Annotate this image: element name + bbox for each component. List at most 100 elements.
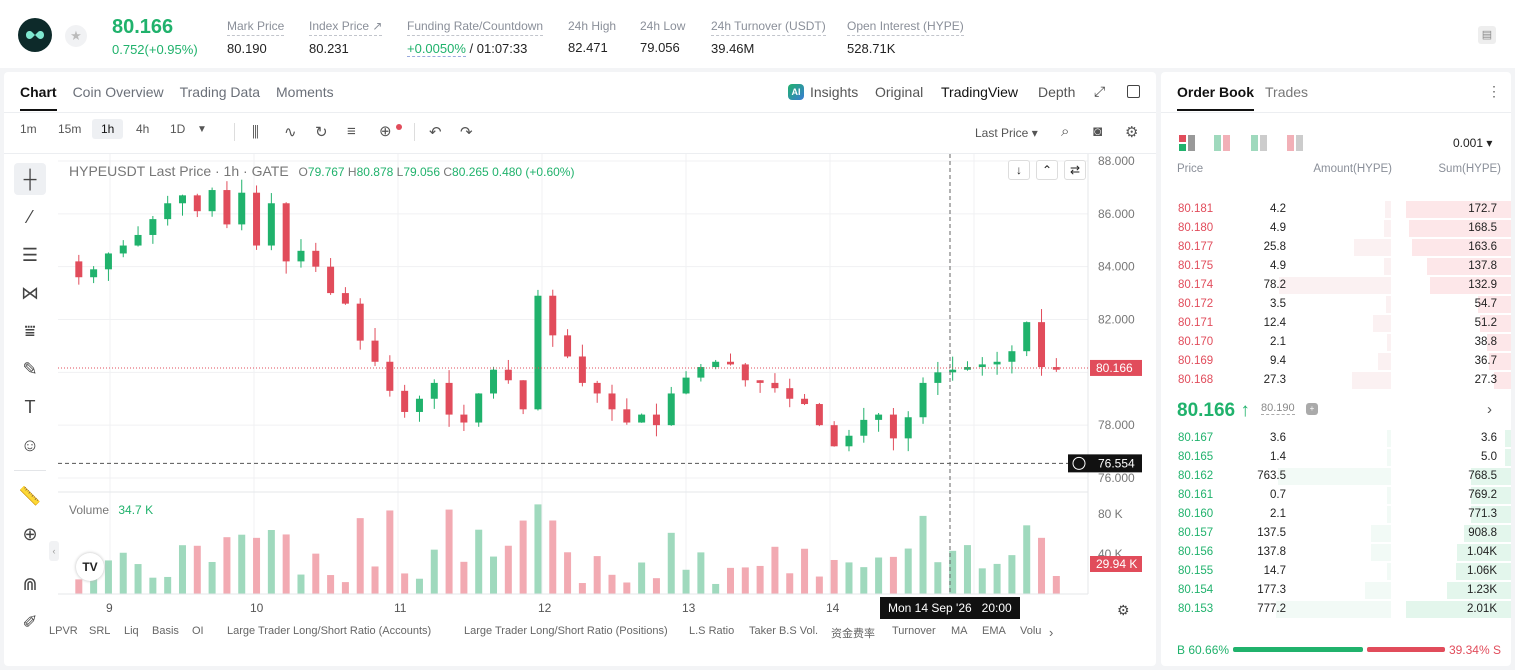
ask-row[interactable]: 80.170 2.1 38.8 bbox=[1161, 333, 1511, 352]
ind-srl[interactable]: SRL bbox=[89, 625, 111, 637]
view-both-icon[interactable] bbox=[1179, 135, 1195, 151]
tf-1m[interactable]: 1m bbox=[20, 122, 37, 136]
ind-volume[interactable]: Volu bbox=[1020, 625, 1042, 637]
ask-row[interactable]: 80.172 3.5 54.7 bbox=[1161, 295, 1511, 314]
bid-row[interactable]: 80.161 0.7 769.2 bbox=[1161, 486, 1511, 505]
tf-1h[interactable]: 1h bbox=[92, 119, 124, 139]
add-indicator-icon[interactable]: ⊕ bbox=[379, 123, 392, 140]
ind-ls-positions[interactable]: Large Trader Long/Short Ratio (Positions… bbox=[464, 625, 668, 637]
replay-icon[interactable]: ↻ bbox=[315, 124, 328, 141]
fullscreen-icon[interactable] bbox=[1127, 85, 1140, 98]
tab-coin-overview[interactable]: Coin Overview bbox=[72, 84, 164, 100]
depth-bar bbox=[1430, 277, 1511, 294]
ind-oi[interactable]: OI bbox=[192, 625, 204, 637]
ask-row[interactable]: 80.177 25.8 163.6 bbox=[1161, 238, 1511, 257]
pattern-tool-icon[interactable]: ⋈ bbox=[21, 283, 39, 303]
ruler-tool-icon[interactable]: 📏 bbox=[18, 486, 42, 506]
ind-liq[interactable]: Liq bbox=[124, 625, 139, 637]
redo-icon[interactable]: ↷ bbox=[460, 124, 473, 141]
bid-row[interactable]: 80.162 763.5 768.5 bbox=[1161, 467, 1511, 486]
view-tradingview[interactable]: TradingView bbox=[941, 84, 1019, 100]
bid-row[interactable]: 80.160 2.1 771.3 bbox=[1161, 505, 1511, 524]
amount-bar bbox=[1383, 220, 1391, 237]
ai-insights-icon[interactable]: AI bbox=[788, 84, 804, 100]
candle-body bbox=[490, 369, 498, 394]
zoom-in-icon[interactable]: ⊕ bbox=[22, 524, 38, 544]
ind-ls-ratio[interactable]: L.S Ratio bbox=[689, 625, 735, 637]
tf-15m[interactable]: 15m bbox=[58, 122, 82, 136]
view-split-icon[interactable] bbox=[1214, 135, 1230, 151]
tab-trades[interactable]: Trades bbox=[1265, 84, 1309, 100]
search-icon[interactable]: ⌕ bbox=[1061, 123, 1070, 140]
scroll-right-icon[interactable]: › bbox=[1049, 625, 1054, 640]
tab-moments[interactable]: Moments bbox=[276, 84, 334, 100]
view-insights[interactable]: Insights bbox=[810, 84, 859, 100]
fib-tool-icon[interactable]: ⩸ bbox=[24, 321, 36, 341]
view-depth[interactable]: Depth bbox=[1038, 84, 1076, 100]
settings-gear-icon[interactable]: ⚙ bbox=[1117, 602, 1130, 618]
magnet-icon[interactable]: ⋒ bbox=[22, 574, 38, 594]
chevron-down-icon[interactable]: ▼ bbox=[197, 124, 207, 135]
candlestick-chart[interactable]: 88.000 86.000 84.000 82.000 78.000 76.000 80.1… bbox=[58, 154, 1150, 624]
ask-row[interactable]: 80.181 4.2 172.7 bbox=[1161, 200, 1511, 219]
candle-body bbox=[845, 435, 853, 447]
last-price-select[interactable]: Last Price ▾ bbox=[975, 126, 1038, 140]
ind-ls-accounts[interactable]: Large Trader Long/Short Ratio (Accounts) bbox=[227, 625, 432, 637]
more-menu-icon[interactable]: ⋮ bbox=[1487, 83, 1501, 99]
bid-row[interactable]: 80.167 3.6 3.6 bbox=[1161, 429, 1511, 448]
tf-4h[interactable]: 4h bbox=[136, 122, 150, 136]
ask-row[interactable]: 80.168 27.3 27.3 bbox=[1161, 371, 1511, 390]
text-tool-icon[interactable]: T bbox=[24, 397, 36, 417]
ind-lpvr[interactable]: LPVR bbox=[49, 625, 78, 637]
indicator-icon[interactable]: ∿ bbox=[284, 124, 297, 141]
ind-ema[interactable]: EMA bbox=[982, 625, 1006, 637]
ask-row[interactable]: 80.180 4.9 168.5 bbox=[1161, 219, 1511, 238]
ask-row[interactable]: 80.169 9.4 36.7 bbox=[1161, 352, 1511, 371]
download-icon[interactable]: ↓ bbox=[1008, 160, 1030, 180]
tab-order-book[interactable]: Order Book bbox=[1177, 84, 1255, 111]
ind-funding[interactable]: 资金费率 bbox=[831, 628, 875, 640]
collapse-icon[interactable]: ⌃ bbox=[1036, 160, 1058, 180]
horizontal-lines-icon[interactable]: ☰ bbox=[21, 245, 39, 265]
ask-row[interactable]: 80.171 12.4 51.2 bbox=[1161, 314, 1511, 333]
bid-row[interactable]: 80.156 137.8 1.04K bbox=[1161, 543, 1511, 562]
candle-type-icon[interactable]: ⫼ bbox=[252, 124, 259, 141]
ind-ma[interactable]: MA bbox=[951, 625, 968, 637]
template-icon[interactable]: ≡ bbox=[347, 123, 356, 140]
brush-tool-icon[interactable]: ✎ bbox=[22, 359, 38, 379]
ask-row[interactable]: 80.175 4.9 137.8 bbox=[1161, 257, 1511, 276]
row-amount: 14.7 bbox=[1263, 565, 1286, 577]
undo-icon[interactable]: ↶ bbox=[429, 124, 442, 141]
bid-row[interactable]: 80.157 137.5 908.8 bbox=[1161, 524, 1511, 543]
tf-1d[interactable]: 1D bbox=[170, 122, 186, 136]
chevron-right-icon[interactable]: › bbox=[1487, 401, 1492, 418]
collapse-toolbar-icon[interactable]: ‹ bbox=[49, 541, 59, 561]
crosshair-tool-icon[interactable]: ┼ bbox=[14, 163, 46, 195]
trendline-tool-icon[interactable]: ⁄ bbox=[28, 207, 32, 227]
ind-taker-vol[interactable]: Taker B.S Vol. bbox=[749, 625, 819, 637]
notes-icon[interactable]: ▤ bbox=[1478, 26, 1496, 44]
tab-chart[interactable]: Chart bbox=[20, 84, 57, 111]
bid-row[interactable]: 80.155 14.7 1.06K bbox=[1161, 562, 1511, 581]
tab-trading-data[interactable]: Trading Data bbox=[179, 84, 261, 100]
view-asks-icon[interactable] bbox=[1287, 135, 1303, 151]
bid-row[interactable]: 80.154 177.3 1.23K bbox=[1161, 581, 1511, 600]
index-price-stat[interactable]: Index Price ↗ 80.231 bbox=[309, 19, 383, 56]
tradingview-logo-icon: TV bbox=[76, 553, 104, 581]
camera-icon[interactable]: ◙ bbox=[1093, 123, 1103, 140]
bid-row[interactable]: 80.153 777.2 2.01K bbox=[1161, 600, 1511, 619]
pencil-lock-icon[interactable]: ✐ bbox=[22, 612, 38, 632]
favorite-star-icon[interactable]: ★ bbox=[65, 25, 87, 47]
ind-basis[interactable]: Basis bbox=[152, 625, 179, 637]
gear-icon[interactable]: ⚙ bbox=[1125, 124, 1139, 141]
view-bids-icon[interactable] bbox=[1251, 135, 1267, 151]
row-amount: 2.1 bbox=[1270, 508, 1286, 520]
expand-icon[interactable]: ⤢ bbox=[1094, 83, 1106, 99]
swap-icon[interactable]: ⇄ bbox=[1064, 160, 1086, 180]
ind-turnover[interactable]: Turnover bbox=[892, 625, 936, 637]
bid-row[interactable]: 80.165 1.4 5.0 bbox=[1161, 448, 1511, 467]
ask-row[interactable]: 80.174 78.2 132.9 bbox=[1161, 276, 1511, 295]
emoji-tool-icon[interactable]: ☺ bbox=[20, 435, 40, 455]
view-original[interactable]: Original bbox=[875, 84, 924, 100]
precision-select[interactable]: 0.001 ▾ bbox=[1453, 136, 1493, 150]
